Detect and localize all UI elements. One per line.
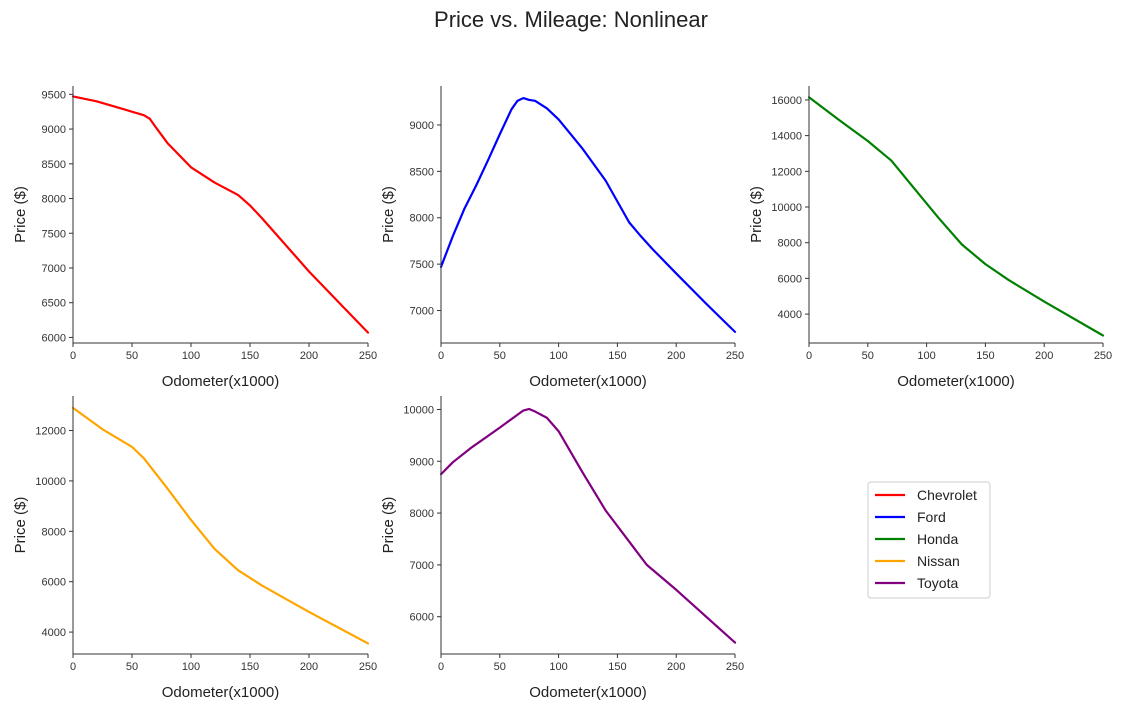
x-axis-label: Odometer(x1000)	[162, 684, 280, 701]
legend-item-honda: Honda	[875, 531, 958, 547]
x-tick-label: 50	[494, 350, 506, 362]
y-tick-label: 10000	[771, 202, 802, 214]
y-tick-label: 10000	[35, 476, 66, 488]
x-tick-label: 200	[300, 661, 318, 673]
y-tick-label: 16000	[771, 95, 802, 107]
x-axis-label: Odometer(x1000)	[529, 373, 647, 390]
y-tick-label: 8000	[42, 194, 66, 206]
y-tick-label: 9000	[410, 456, 434, 468]
y-axis-label: Price ($)	[380, 497, 397, 554]
y-axis-label: Price ($)	[748, 186, 765, 243]
x-tick-label: 0	[70, 661, 76, 673]
y-tick-label: 6000	[410, 612, 434, 624]
x-tick-label: 50	[494, 661, 506, 673]
y-tick-label: 12000	[771, 166, 802, 178]
subplot-2: 0 50 100 150 200 250 7000 7500 8000 8500 9000 Odome…	[380, 86, 744, 390]
y-tick-label: 8500	[410, 166, 434, 178]
x-tick-label: 150	[976, 350, 994, 362]
x-tick-label: 100	[917, 350, 935, 362]
y-tick-label: 7000	[410, 560, 434, 572]
y-tick-label: 8500	[42, 159, 66, 171]
x-tick-label: 0	[806, 350, 812, 362]
x-tick-label: 250	[1094, 350, 1112, 362]
y-tick-label: 6000	[778, 273, 802, 285]
y-axis-label: Price ($)	[380, 186, 397, 243]
y-tick-label: 8000	[410, 508, 434, 520]
y-tick-label: 7500	[410, 259, 434, 271]
y-tick-label: 9500	[42, 89, 66, 101]
legend-item-toyota: Toyota	[875, 575, 958, 591]
subplot-4: 0 50 100 150 200 250 4000 6000 8000 10000 12000 Odo…	[12, 396, 377, 701]
x-tick-label: 150	[241, 350, 259, 362]
y-tick-label: 7000	[42, 263, 66, 275]
x-tick-label: 250	[726, 661, 744, 673]
legend-label: Chevrolet	[917, 487, 977, 503]
x-axis-label: Odometer(x1000)	[529, 684, 647, 701]
y-tick-label: 8000	[42, 526, 66, 538]
y-tick-label: 12000	[35, 426, 66, 438]
series-line-honda	[807, 96, 1105, 337]
legend-item-ford: Ford	[875, 509, 946, 525]
x-tick-label: 0	[438, 350, 444, 362]
subplot-grid: 0 50 100 150 200 250 6000 6500 7000 7500 8000 8500 9…	[12, 86, 1112, 701]
legend-frame	[867, 481, 991, 599]
x-axis-label: Odometer(x1000)	[162, 373, 280, 390]
legend: Chevrolet Ford Honda Nissan Toyota	[867, 481, 991, 599]
x-tick-label: 100	[182, 350, 200, 362]
series-line-chevrolet	[71, 95, 370, 334]
y-tick-label: 9000	[42, 124, 66, 136]
y-tick-label: 4000	[778, 309, 802, 321]
legend-label: Nissan	[917, 553, 960, 569]
series-line-nissan	[71, 406, 370, 645]
legend-item-chevrolet: Chevrolet	[875, 487, 977, 503]
x-tick-label: 150	[608, 661, 626, 673]
series-line-ford	[439, 96, 737, 333]
y-tick-label: 7500	[42, 228, 66, 240]
y-tick-label: 8000	[410, 213, 434, 225]
legend-label: Ford	[917, 509, 946, 525]
x-tick-label: 0	[438, 661, 444, 673]
series-line-toyota	[439, 407, 737, 644]
y-tick-label: 8000	[778, 238, 802, 250]
x-tick-label: 50	[126, 661, 138, 673]
y-axis-label: Price ($)	[12, 186, 29, 243]
y-tick-label: 14000	[771, 131, 802, 143]
figure-title: Price vs. Mileage: Nonlinear	[434, 7, 708, 32]
x-tick-label: 150	[241, 661, 259, 673]
x-tick-label: 200	[667, 661, 685, 673]
x-tick-label: 200	[300, 350, 318, 362]
subplot-5: 0 50 100 150 200 250 6000 7000 8000 9000 10000 Odom…	[380, 396, 744, 701]
x-tick-label: 150	[608, 350, 626, 362]
y-tick-label: 7000	[410, 306, 434, 318]
legend-label: Honda	[917, 531, 958, 547]
x-tick-label: 50	[126, 350, 138, 362]
x-tick-label: 200	[1035, 350, 1053, 362]
y-tick-label: 6500	[42, 298, 66, 310]
x-tick-label: 100	[182, 661, 200, 673]
y-tick-label: 6000	[42, 332, 66, 344]
x-tick-label: 100	[549, 661, 567, 673]
subplot-1: 0 50 100 150 200 250 6000 6500 7000 7500 8000 8500 9…	[12, 86, 377, 390]
x-tick-label: 250	[359, 661, 377, 673]
x-axis-label: Odometer(x1000)	[897, 373, 1015, 390]
y-tick-label: 6000	[42, 577, 66, 589]
y-tick-label: 4000	[42, 627, 66, 639]
y-tick-label: 10000	[403, 404, 434, 416]
x-tick-label: 100	[549, 350, 567, 362]
legend-label: Toyota	[917, 575, 958, 591]
legend-item-nissan: Nissan	[875, 553, 960, 569]
subplot-3: 0 50 100 150 200 250 4000 6000 8000 10000 12000 140…	[748, 86, 1112, 390]
x-tick-label: 50	[862, 350, 874, 362]
x-tick-label: 250	[726, 350, 744, 362]
y-tick-label: 9000	[410, 120, 434, 132]
y-axis-label: Price ($)	[12, 497, 29, 554]
x-tick-label: 0	[70, 350, 76, 362]
x-tick-label: 250	[359, 350, 377, 362]
x-tick-label: 200	[667, 350, 685, 362]
